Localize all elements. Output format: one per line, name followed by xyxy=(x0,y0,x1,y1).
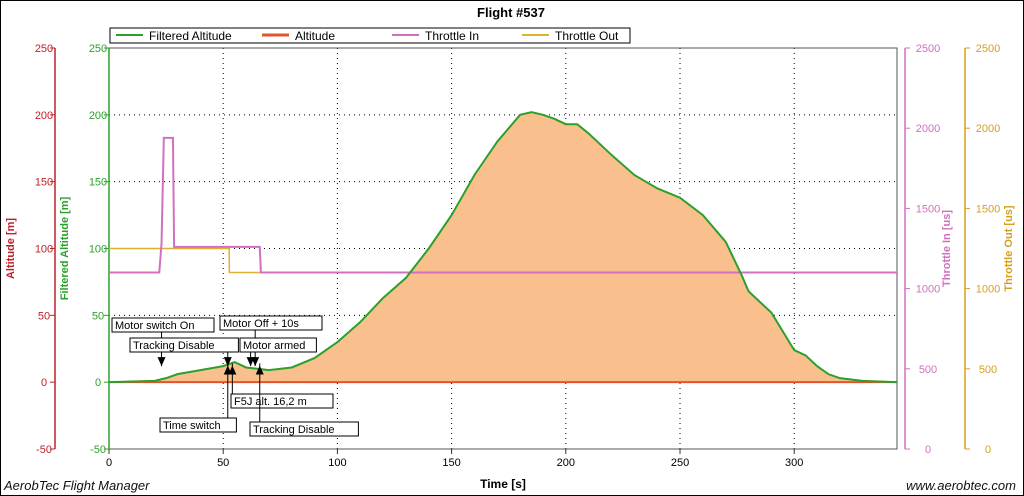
annotation-label: Time switch xyxy=(163,420,221,432)
x-axis-label: Time [s] xyxy=(480,477,526,491)
y-tick-label: 1500 xyxy=(976,203,1000,215)
y-tick-label: -50 xyxy=(90,444,106,456)
annotation-arrow-icon xyxy=(255,365,264,375)
annotation-label: Tracking Disable xyxy=(133,340,215,352)
y-tick-label: -50 xyxy=(36,444,52,456)
legend-label: Throttle In xyxy=(425,29,479,43)
y-tick-label: 2000 xyxy=(916,123,940,135)
footer-app-name: AerobTec Flight Manager xyxy=(4,478,150,493)
y-tick-label: 50 xyxy=(92,310,104,322)
legend-label: Altitude xyxy=(295,29,335,43)
y-tick-label: 1000 xyxy=(976,284,1000,296)
annotation-label: Motor armed xyxy=(243,340,305,352)
y-tick-label: 500 xyxy=(979,364,997,376)
annotation-arrow-icon xyxy=(157,357,166,367)
y-axis-label: Throttle In [us] xyxy=(941,210,953,287)
y-tick-label: 200 xyxy=(89,110,107,122)
annotation-box xyxy=(129,337,239,353)
annotation-box xyxy=(230,393,334,409)
y-tick-label: 500 xyxy=(919,364,937,376)
legend-box xyxy=(109,27,631,44)
y-tick-label: 100 xyxy=(35,244,53,256)
y-tick-label: 0 xyxy=(925,444,931,456)
y-axis-label: Filtered Altitude [m] xyxy=(59,196,71,300)
y-axis-label: Altitude [m] xyxy=(5,218,17,279)
x-tick-label: 150 xyxy=(442,457,460,469)
annotation-box xyxy=(159,417,237,433)
annotation-box xyxy=(249,421,359,437)
annotation-label: Motor Off + 10s xyxy=(223,318,299,330)
annotation-box xyxy=(219,315,323,331)
y-tick-label: 0 xyxy=(41,377,47,389)
y-tick-label: 50 xyxy=(38,310,50,322)
annotation-label: F5J alt. 16,2 m xyxy=(234,396,307,408)
annotation-box xyxy=(239,337,317,353)
y-tick-label: 2000 xyxy=(976,123,1000,135)
y-tick-label: 200 xyxy=(35,110,53,122)
x-tick-label: 300 xyxy=(785,457,803,469)
legend-label: Throttle Out xyxy=(555,29,619,43)
chart-title: Flight #537 xyxy=(477,5,545,20)
y-tick-label: 0 xyxy=(95,377,101,389)
annotation-arrow-icon xyxy=(246,357,255,367)
x-tick-label: 100 xyxy=(328,457,346,469)
y-tick-label: 150 xyxy=(89,177,107,189)
filtered-altitude-area xyxy=(109,112,897,383)
x-tick-label: 0 xyxy=(106,457,112,469)
y-axis-label: Throttle Out [us] xyxy=(1003,205,1015,291)
y-tick-label: 2500 xyxy=(916,43,940,55)
annotation-arrow-icon xyxy=(223,365,232,375)
y-tick-label: 0 xyxy=(985,444,991,456)
y-tick-label: 1500 xyxy=(916,203,940,215)
y-tick-label: 100 xyxy=(89,244,107,256)
annotation-arrow-icon xyxy=(223,357,232,367)
footer-url[interactable]: www.aerobtec.com xyxy=(906,478,1016,493)
x-tick-label: 250 xyxy=(671,457,689,469)
legend-label: Filtered Altitude xyxy=(149,29,232,43)
x-tick-label: 200 xyxy=(557,457,575,469)
annotation-box xyxy=(111,317,215,333)
y-tick-label: 250 xyxy=(89,43,107,55)
annotation-label: Tracking Disable xyxy=(253,424,335,436)
x-tick-label: 50 xyxy=(217,457,229,469)
annotation-label: Motor switch On xyxy=(115,320,194,332)
y-tick-label: 250 xyxy=(35,43,53,55)
throttle-in-line xyxy=(109,136,897,274)
y-tick-label: 2500 xyxy=(976,43,1000,55)
y-tick-label: 150 xyxy=(35,177,53,189)
y-tick-label: 1000 xyxy=(916,284,940,296)
filtered-altitude-line xyxy=(108,111,898,384)
